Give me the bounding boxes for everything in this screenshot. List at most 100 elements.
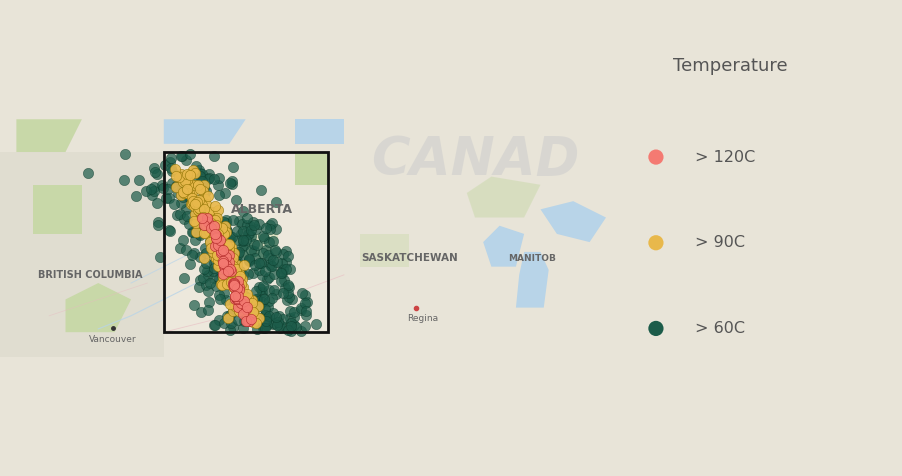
- Point: [239, 303, 253, 310]
- Point: [226, 262, 240, 269]
- Point: [191, 199, 206, 207]
- Point: [227, 275, 242, 283]
- Point: [225, 268, 239, 276]
- Point: [211, 316, 226, 324]
- Point: [232, 269, 246, 277]
- Point: [188, 200, 202, 208]
- Point: [282, 314, 297, 322]
- Point: [236, 237, 251, 245]
- Point: [185, 228, 199, 236]
- Point: [238, 309, 253, 317]
- Point: [162, 158, 177, 166]
- Point: [219, 251, 234, 259]
- Point: [235, 324, 250, 331]
- Point: [275, 259, 290, 267]
- Point: [186, 197, 200, 205]
- Point: [298, 299, 312, 307]
- Point: [117, 176, 132, 184]
- Point: [223, 179, 237, 187]
- Point: [167, 200, 181, 208]
- Point: [217, 222, 232, 229]
- Point: [222, 278, 236, 286]
- Point: [241, 230, 255, 238]
- Point: [150, 170, 164, 178]
- Point: [198, 249, 213, 257]
- Polygon shape: [483, 226, 524, 267]
- Point: [198, 221, 213, 229]
- Point: [272, 322, 287, 329]
- Point: [279, 247, 293, 255]
- Point: [188, 169, 202, 177]
- Point: [170, 189, 185, 197]
- Point: [308, 321, 323, 328]
- Point: [237, 298, 252, 305]
- Point: [233, 305, 247, 313]
- Point: [262, 273, 277, 281]
- Point: [202, 170, 216, 178]
- Point: [254, 298, 269, 306]
- Point: [218, 276, 233, 283]
- Point: [238, 293, 253, 300]
- Point: [226, 163, 240, 170]
- Text: ALBERTA: ALBERTA: [231, 203, 293, 216]
- Point: [236, 228, 251, 235]
- Point: [262, 254, 277, 262]
- Point: [276, 265, 290, 273]
- Point: [180, 181, 195, 189]
- Point: [216, 243, 230, 250]
- Point: [156, 184, 170, 192]
- Point: [191, 212, 206, 220]
- Point: [214, 247, 228, 255]
- Point: [158, 162, 172, 169]
- Point: [209, 214, 224, 222]
- Point: [216, 261, 230, 268]
- Point: [269, 225, 283, 233]
- Point: [289, 324, 303, 331]
- Point: [209, 234, 224, 242]
- Point: [194, 199, 208, 207]
- Point: [273, 325, 288, 332]
- Point: [244, 232, 259, 240]
- Point: [191, 213, 206, 220]
- Point: [235, 271, 250, 278]
- Point: [152, 253, 167, 261]
- Point: [215, 281, 229, 288]
- Point: [202, 175, 216, 182]
- Point: [196, 226, 210, 233]
- Point: [272, 312, 287, 320]
- Point: [220, 256, 235, 263]
- Point: [187, 302, 201, 309]
- Point: [189, 207, 204, 215]
- Point: [230, 295, 244, 303]
- Polygon shape: [516, 252, 548, 307]
- Point: [244, 246, 259, 254]
- Point: [186, 228, 200, 236]
- Point: [299, 307, 314, 315]
- Point: [263, 226, 278, 233]
- Point: [210, 233, 225, 240]
- Point: [225, 180, 239, 188]
- Point: [237, 317, 252, 325]
- Point: [190, 206, 205, 213]
- Point: [266, 309, 281, 317]
- Polygon shape: [540, 201, 606, 242]
- Point: [223, 272, 237, 280]
- Point: [162, 227, 177, 234]
- Point: [207, 233, 221, 241]
- Point: [182, 189, 197, 197]
- Point: [173, 152, 188, 160]
- Point: [257, 324, 272, 331]
- Polygon shape: [467, 152, 622, 332]
- Point: [239, 300, 253, 307]
- Point: [281, 293, 296, 301]
- Point: [226, 273, 241, 281]
- Point: [201, 218, 216, 225]
- Point: [219, 261, 234, 268]
- Point: [228, 292, 243, 300]
- Point: [262, 286, 276, 294]
- Point: [197, 184, 211, 191]
- Point: [253, 259, 268, 267]
- Point: [222, 252, 236, 259]
- Point: [207, 321, 221, 329]
- Point: [213, 237, 227, 244]
